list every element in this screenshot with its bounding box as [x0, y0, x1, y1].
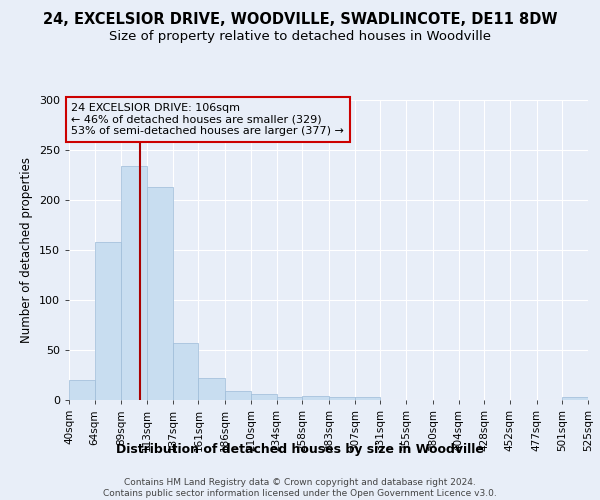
Y-axis label: Number of detached properties: Number of detached properties	[20, 157, 33, 343]
Bar	[69, 380, 95, 400]
Bar	[173, 343, 199, 400]
Bar	[277, 397, 302, 400]
Bar	[225, 391, 251, 400]
Text: Size of property relative to detached houses in Woodville: Size of property relative to detached ho…	[109, 30, 491, 43]
Text: Distribution of detached houses by size in Woodville: Distribution of detached houses by size …	[116, 442, 484, 456]
Text: Contains HM Land Registry data © Crown copyright and database right 2024.
Contai: Contains HM Land Registry data © Crown c…	[103, 478, 497, 498]
Bar	[95, 242, 121, 400]
Bar	[355, 397, 380, 400]
Text: 24, EXCELSIOR DRIVE, WOODVILLE, SWADLINCOTE, DE11 8DW: 24, EXCELSIOR DRIVE, WOODVILLE, SWADLINC…	[43, 12, 557, 28]
Bar	[302, 396, 329, 400]
Bar	[147, 187, 173, 400]
Bar	[562, 397, 588, 400]
Bar	[199, 378, 225, 400]
Bar	[121, 166, 147, 400]
Bar	[251, 394, 277, 400]
Bar	[329, 397, 355, 400]
Text: 24 EXCELSIOR DRIVE: 106sqm
← 46% of detached houses are smaller (329)
53% of sem: 24 EXCELSIOR DRIVE: 106sqm ← 46% of deta…	[71, 103, 344, 136]
